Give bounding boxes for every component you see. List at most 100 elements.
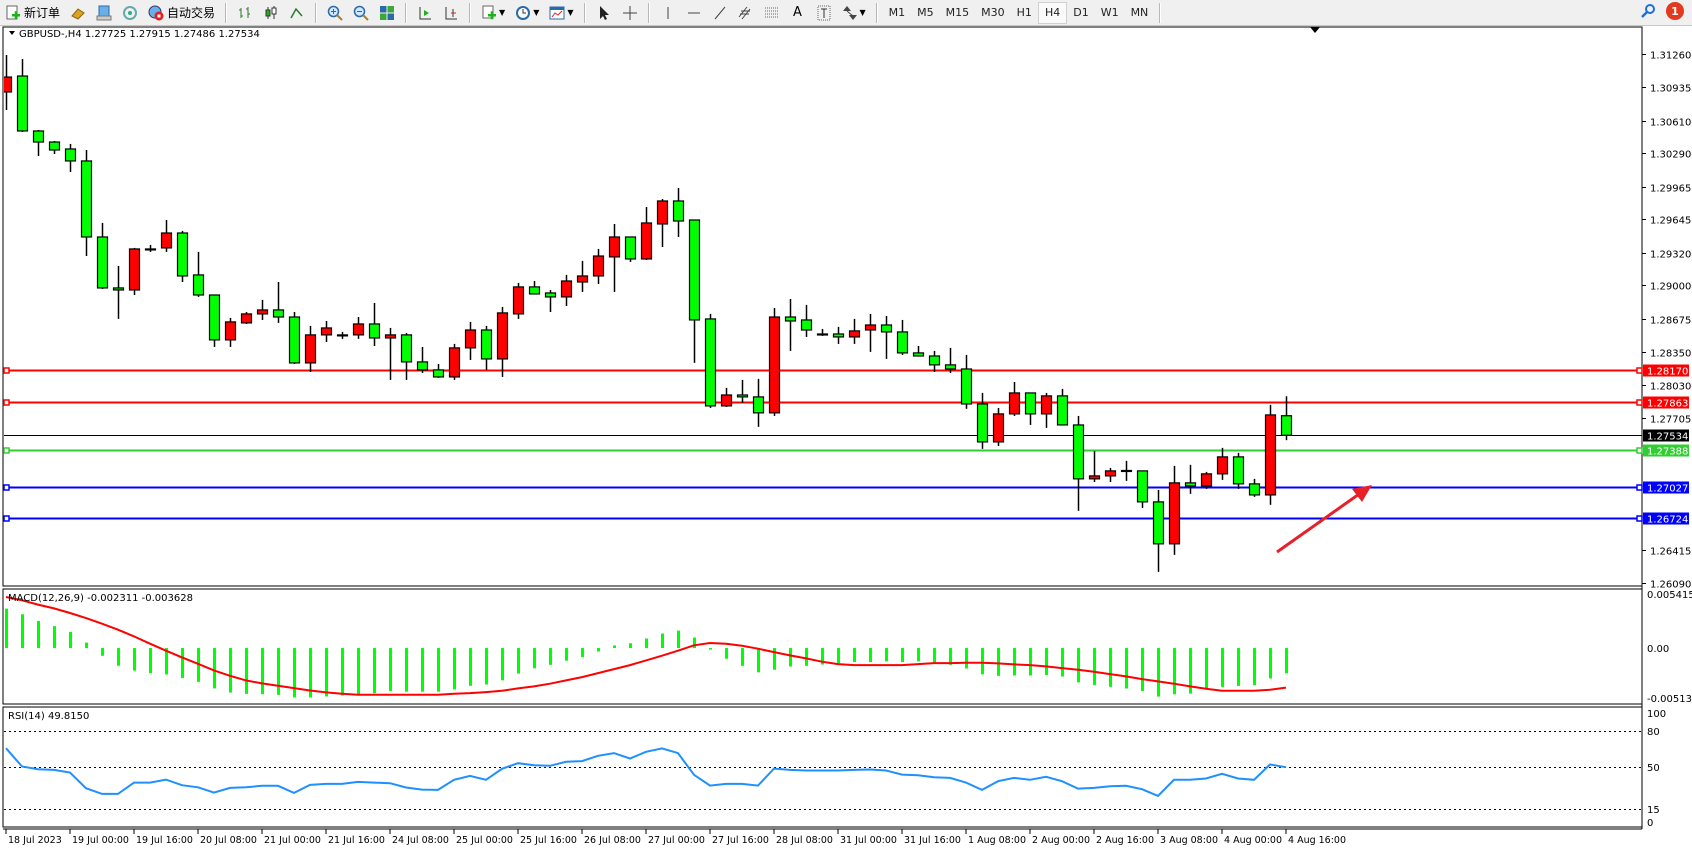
level-handle[interactable] [3,515,10,522]
vertical-line-button[interactable] [656,2,680,24]
search-icon[interactable] [1640,3,1656,19]
text-label-button[interactable] [812,2,836,24]
candle-body [832,333,845,338]
fibonacci-button[interactable] [760,2,784,24]
candle-body [912,352,925,357]
level-handle[interactable] [1636,515,1643,522]
level-handle[interactable] [1636,367,1643,374]
periods-button[interactable]: ▼ [511,2,543,24]
candle [1264,404,1277,505]
candle-body [800,319,813,331]
macd-histogram-bar [485,648,488,685]
macd-histogram-bar [821,648,824,665]
templates-button[interactable]: ▼ [545,2,577,24]
price-axis-label: 1.29645 [1650,216,1691,227]
price-axis-label: 1.28675 [1650,316,1691,327]
horizontal-line-button[interactable] [682,2,706,24]
candle [80,149,93,257]
timeframe-h1[interactable]: H1 [1016,6,1032,19]
level-handle[interactable] [3,447,10,454]
zoom-out-button[interactable] [349,2,373,24]
candle [352,316,365,339]
macd-histogram-bar [1253,648,1256,686]
chart-shift-marker-icon[interactable] [1310,27,1320,33]
candle-body [848,330,861,338]
macd-panel[interactable] [2,588,1643,705]
chart-shift-button[interactable] [439,2,463,24]
candle [864,313,877,352]
zoom-in-button[interactable] [323,2,347,24]
timeframe-m15[interactable]: M15 [945,6,970,19]
candle-body [1072,424,1085,480]
timeframe-d1[interactable]: D1 [1073,6,1089,19]
timeframe-m1[interactable]: M1 [888,6,906,19]
timeframe-w1[interactable]: W1 [1100,6,1119,19]
equidistant-channel-button[interactable] [734,2,758,24]
arrows-icon [842,5,858,21]
macd-histogram-bar [677,630,680,649]
crosshair-button[interactable] [618,2,642,24]
macd-histogram-bar [1157,648,1160,697]
timeframe-h4[interactable]: H4 [1037,1,1068,24]
line-chart-button[interactable] [285,2,309,24]
market-watch-button[interactable] [92,2,116,24]
macd-histogram-bar [405,648,408,692]
bar-chart-button[interactable] [233,2,257,24]
macd-histogram-bar [53,626,56,649]
rsi-axis-label: 50 [1647,763,1660,774]
indicators-button[interactable]: ▼ [477,2,509,24]
macd-histogram-bar [1093,648,1096,685]
timeframe-mn[interactable]: MN [1130,6,1149,19]
auto-trading-button[interactable]: 自动交易 [144,2,219,24]
arrow-head-icon [1352,485,1372,502]
gold-button[interactable] [66,2,90,24]
time-axis-label: 24 Jul 08:00 [392,835,449,846]
level-handle[interactable] [3,367,10,374]
rsi-panel[interactable] [2,706,1643,828]
time-axis-label: 26 Jul 08:00 [584,835,641,846]
toolbar: 新订单 自动交易 ▼ ▼ ▼ A ▼ M1 M5 M15 M30 H1 H4 D… [0,0,1692,26]
auto-scroll-button[interactable] [413,2,437,24]
arrows-button[interactable]: ▼ [838,2,870,24]
notification-badge[interactable]: 1 [1666,2,1684,20]
macd-histogram-bar [917,648,920,662]
candlestick-button[interactable] [259,2,283,24]
level-handle[interactable] [1636,399,1643,406]
tile-windows-button[interactable] [375,2,399,24]
macd-histogram-bar [597,648,600,652]
candle-body [272,309,285,318]
candle [1168,465,1181,555]
level-handle[interactable] [1636,484,1643,491]
text-button[interactable]: A [786,2,810,24]
timeframe-m30[interactable]: M30 [981,6,1005,19]
level-handle[interactable] [3,484,10,491]
price-level-tag [1643,429,1689,442]
annotation-arrow[interactable] [1276,485,1372,554]
macd-signal-line [5,596,1287,696]
main-chart-panel[interactable] [2,26,1643,587]
cursor-button[interactable] [592,2,616,24]
level-handle[interactable] [1636,447,1643,454]
chevron-down-icon: ▼ [859,8,866,17]
candle [848,318,861,344]
terminal-icon [96,5,112,21]
candle-body [624,236,637,260]
signals-button[interactable] [118,2,142,24]
time-axis-label: 25 Jul 00:00 [456,835,513,846]
timeframe-m5[interactable]: M5 [917,6,934,19]
macd-axis-label: -0.00513 [1647,694,1692,705]
candle-body [240,313,253,324]
candle-body [1184,482,1197,487]
macd-histogram-bar [837,648,840,664]
level-handle[interactable] [3,399,10,406]
collapse-triangle-icon[interactable] [9,31,15,35]
candle-body [336,334,349,337]
macd-histogram-bar [1189,648,1192,694]
candle-body [352,323,365,336]
macd-title: MACD(12,26,9) -0.002311 -0.003628 [8,593,193,604]
macd-histogram-bar [565,648,568,661]
trendline-button[interactable] [708,2,732,24]
macd-axis-label: 0.005415 [1647,590,1692,601]
macd-histogram-bar [1237,648,1240,686]
new-order-button[interactable]: 新订单 [1,2,64,24]
